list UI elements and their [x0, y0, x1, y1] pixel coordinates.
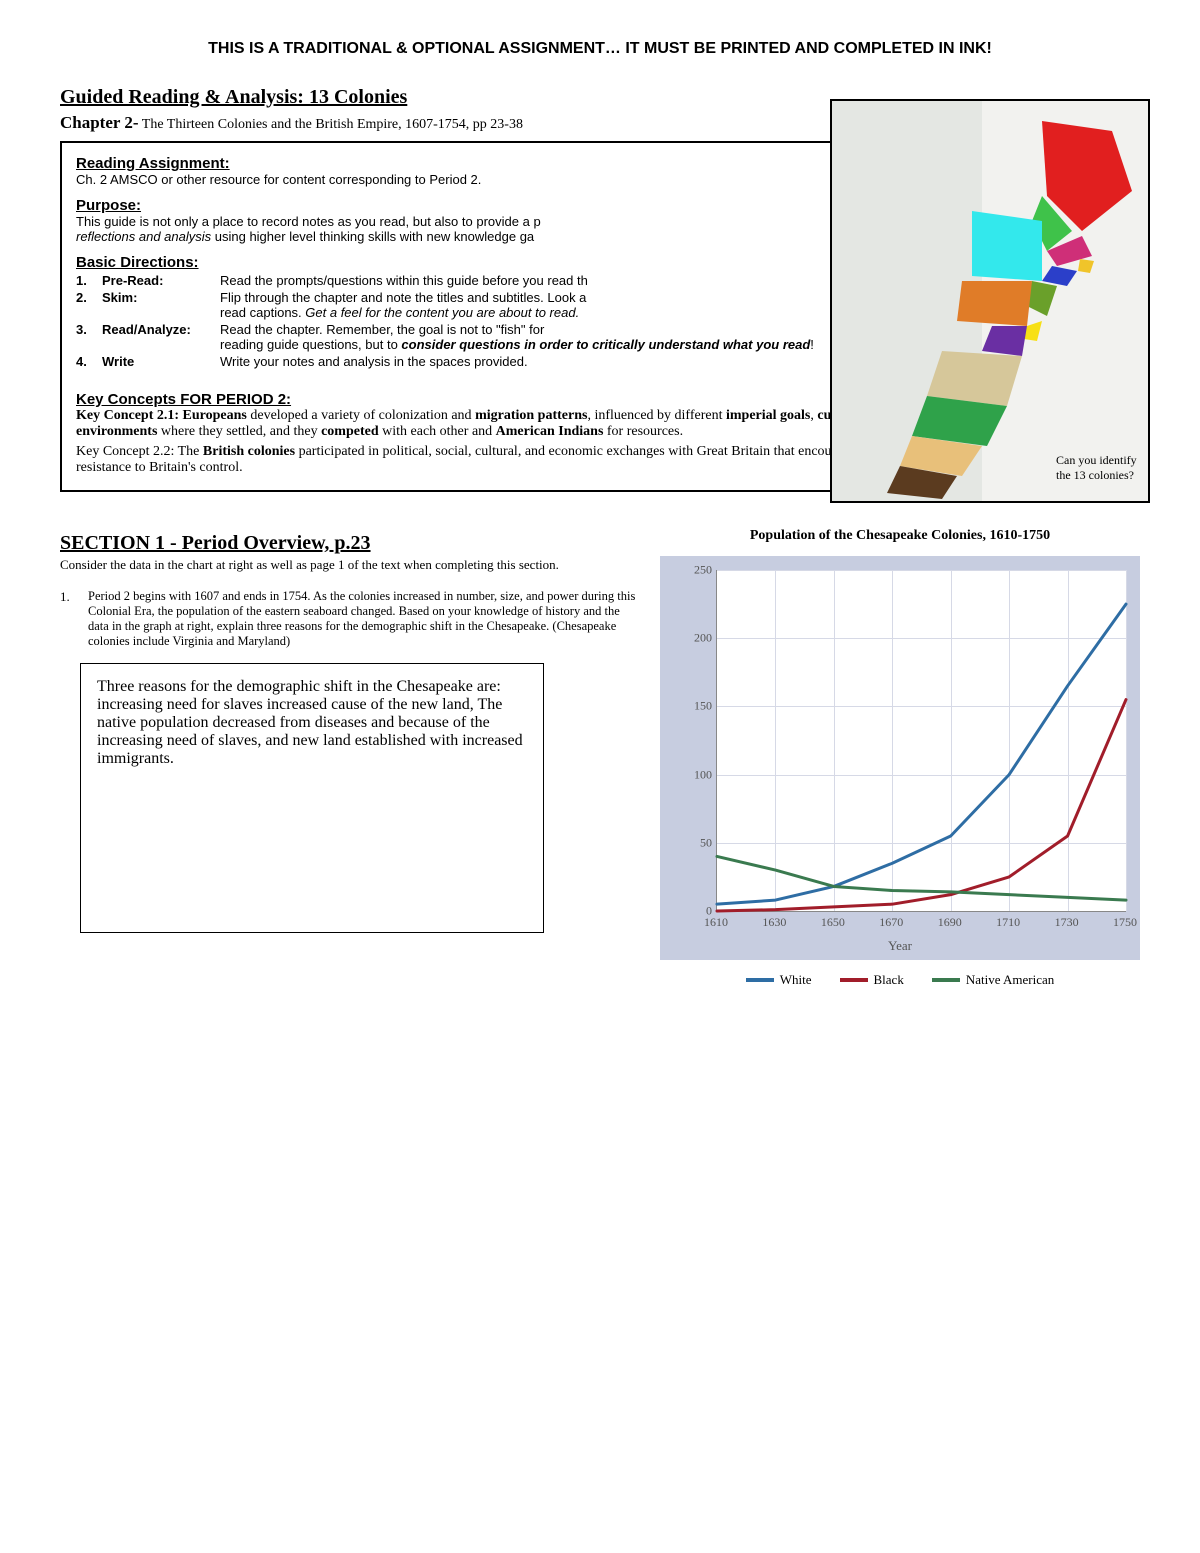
ytick: 250 [688, 563, 712, 578]
dir-desc-line2: reading guide questions, but to [220, 337, 401, 352]
dir-label: Read/Analyze: [102, 322, 212, 352]
ytick: 0 [688, 904, 712, 919]
question-1: 1. Period 2 begins with 1607 and ends in… [60, 589, 640, 649]
q1-text: Period 2 begins with 1607 and ends in 17… [88, 589, 640, 649]
dir-num: 2. [76, 290, 94, 320]
map-block: ORIGINAL THIRTEEN COLONIES [830, 99, 1150, 503]
main-box: ORIGINAL THIRTEEN COLONIES [60, 141, 1140, 492]
legend-item: Native American [932, 972, 1054, 988]
chart-title: Population of the Chesapeake Colonies, 1… [660, 528, 1140, 544]
q1-num: 1. [60, 589, 74, 649]
dir-desc-line3: ! [810, 337, 814, 352]
legend-item: White [746, 972, 812, 988]
dir-desc-ital: Get a feel for the content you are about… [305, 305, 579, 320]
xtick: 1690 [938, 915, 962, 930]
consider-text: Consider the data in the chart at right … [60, 557, 640, 573]
kc21-k: with each other and [379, 424, 496, 439]
section1-title: SECTION 1 - Period Overview, p.23 [60, 532, 640, 555]
purpose-body-italic: reflections and analysis [76, 229, 211, 244]
ytick: 50 [688, 835, 712, 850]
dir-desc-bi: consider questions in order to criticall… [401, 337, 810, 352]
legend-item: Black [840, 972, 904, 988]
map-frame: ORIGINAL THIRTEEN COLONIES [830, 99, 1150, 503]
chart-xlabel: Year [660, 938, 1140, 954]
purpose-body-2: using higher level thinking skills with … [211, 229, 534, 244]
chart-legend: White Black Native American [660, 972, 1140, 988]
xtick: 1650 [821, 915, 845, 930]
kc22-a: Key Concept 2.2: The [76, 444, 203, 459]
kc21-d: imperial goals [726, 408, 810, 423]
dir-desc-line: Read the chapter. Remember, the goal is … [220, 322, 544, 337]
dir-desc-line: Flip through the chapter and note the ti… [220, 290, 586, 305]
xtick: 1710 [996, 915, 1020, 930]
kc22-b: British colonies [203, 444, 295, 459]
ytick: 100 [688, 767, 712, 782]
xtick: 1750 [1113, 915, 1137, 930]
xtick: 1670 [879, 915, 903, 930]
dir-label: Skim: [102, 290, 212, 320]
kc21-l: American Indians [496, 424, 604, 439]
dir-num: 3. [76, 322, 94, 352]
legend-swatch [746, 978, 774, 982]
chapter-rest: The Thirteen Colonies and the British Em… [139, 117, 523, 132]
kc21-a: developed a variety of colonization and [247, 408, 475, 423]
kc21-m: for resources. [603, 424, 683, 439]
kc21-lead: Key Concept 2.1: Europeans [76, 408, 247, 423]
answer-box[interactable]: Three reasons for the demographic shift … [80, 663, 544, 933]
kc21-b: migration patterns [475, 408, 587, 423]
purpose-body-1: This guide is not only a place to record… [76, 214, 541, 229]
kc21-i: where they settled, and they [157, 424, 321, 439]
dir-desc-line2: read captions. [220, 305, 305, 320]
colonies-map-icon [832, 101, 1148, 501]
dir-label: Write [102, 354, 212, 369]
map-caption: Can you identify the 13 colonies? [1056, 453, 1142, 483]
xtick: 1730 [1055, 915, 1079, 930]
kc21-h: environments [76, 424, 157, 439]
xtick: 1630 [762, 915, 786, 930]
dir-label: Pre-Read: [102, 273, 212, 288]
legend-swatch [840, 978, 868, 982]
population-chart: Population (in thousands) Year 161016301… [660, 556, 1140, 960]
ytick: 150 [688, 699, 712, 714]
chart-plot [716, 570, 1126, 912]
chapter-lead: Chapter 2- [60, 113, 139, 132]
legend-label: White [780, 972, 812, 988]
kc21-j: competed [321, 424, 379, 439]
legend-label: Native American [966, 972, 1054, 988]
dir-num: 1. [76, 273, 94, 288]
header-banner: THIS IS A TRADITIONAL & OPTIONAL ASSIGNM… [60, 40, 1140, 58]
legend-label: Black [874, 972, 904, 988]
ytick: 200 [688, 631, 712, 646]
dir-num: 4. [76, 354, 94, 369]
legend-swatch [932, 978, 960, 982]
kc21-c: , influenced by different [587, 408, 726, 423]
